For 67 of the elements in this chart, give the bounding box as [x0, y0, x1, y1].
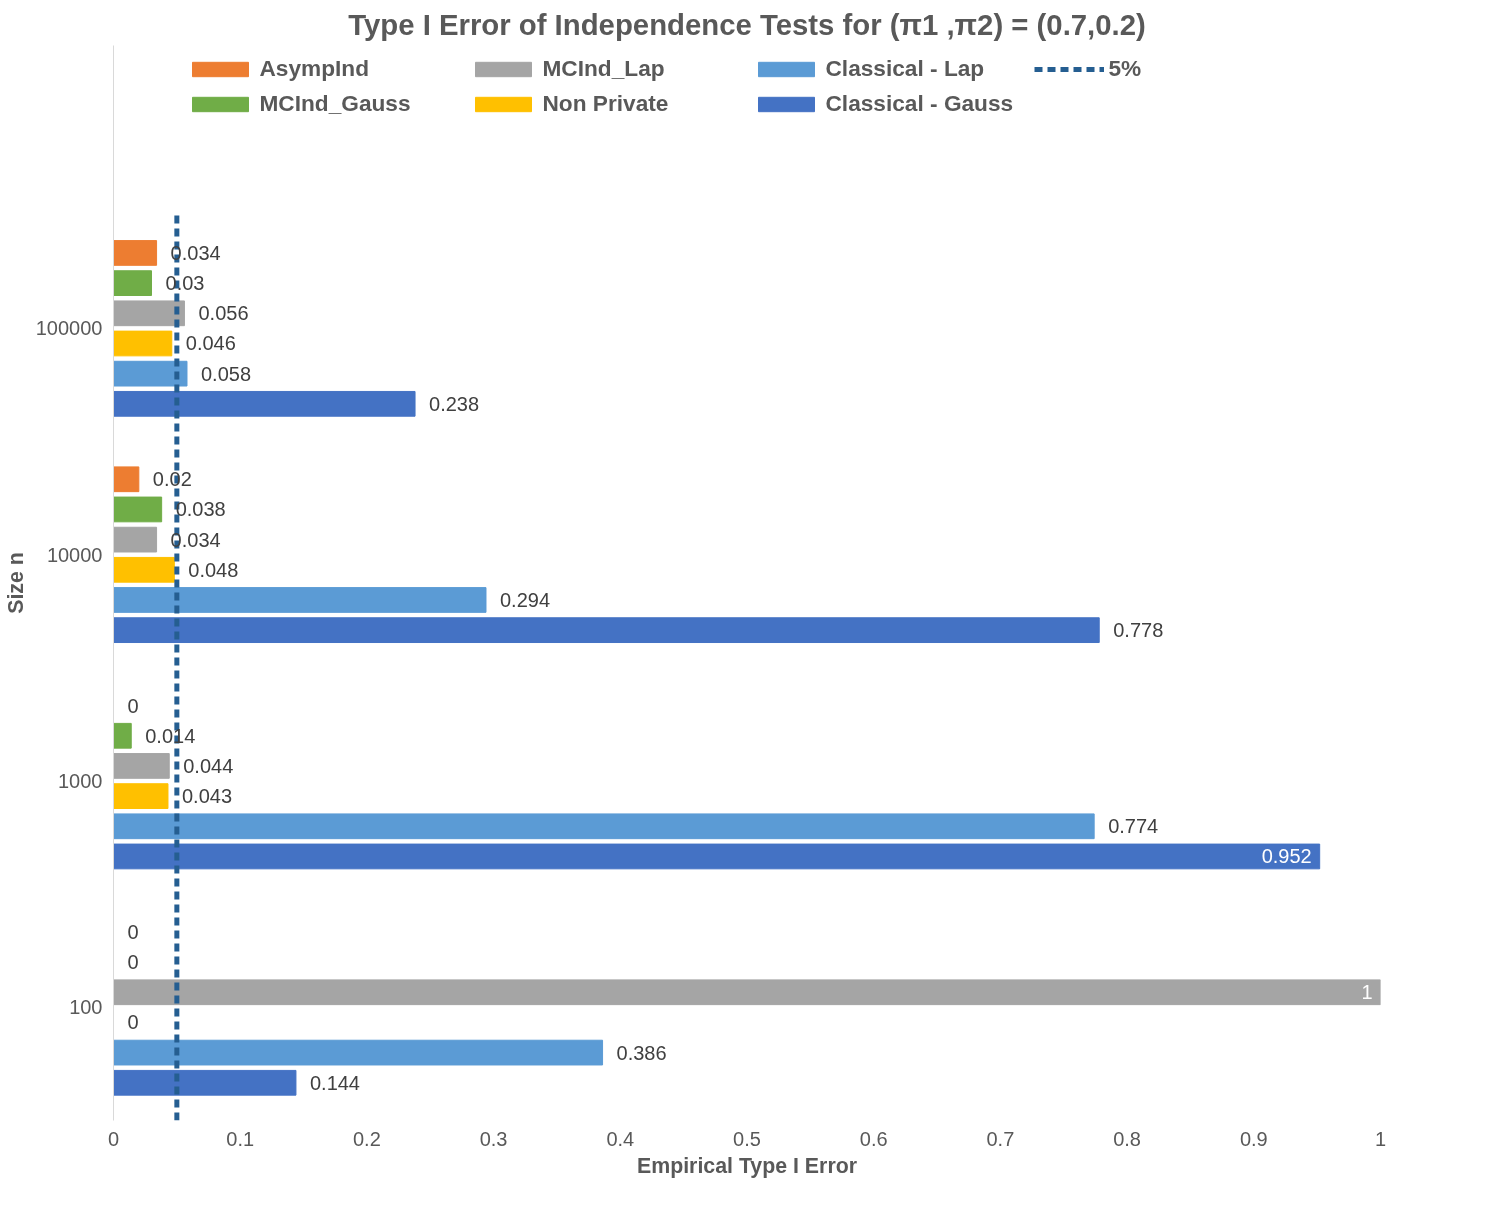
data-label: 0 — [127, 951, 139, 974]
data-label: 0 — [127, 694, 139, 717]
y-tick-label: 1000 — [58, 770, 103, 793]
x-axis-title: Empirical Type I Error — [636, 1153, 858, 1178]
bar — [113, 300, 185, 327]
data-label: 0.044 — [183, 754, 234, 777]
bar — [113, 330, 173, 357]
bar — [113, 843, 1321, 870]
bar — [113, 496, 163, 523]
bar — [113, 556, 175, 583]
data-label: 0.294 — [500, 588, 551, 611]
x-tick-label: 0.3 — [479, 1127, 508, 1150]
bar — [113, 390, 416, 417]
data-label: 0 — [127, 920, 139, 943]
bar — [113, 526, 158, 553]
bar — [113, 783, 169, 809]
bar — [113, 1069, 297, 1096]
x-tick-label: 0.9 — [1239, 1127, 1268, 1150]
data-label: 0 — [127, 1011, 139, 1034]
data-label: 0.386 — [616, 1041, 667, 1064]
legend-label: 5% — [1108, 55, 1143, 82]
x-tick-label: 0.8 — [1113, 1127, 1142, 1150]
data-label: 0.048 — [188, 558, 239, 581]
legend-label: MCInd_Lap — [542, 55, 666, 82]
bar — [113, 979, 1381, 1006]
legend-label: AsympInd — [259, 55, 371, 82]
x-tick-label: 0.1 — [226, 1127, 255, 1150]
data-label: 0.058 — [200, 362, 252, 385]
bar — [113, 813, 1095, 840]
data-label: 0.043 — [181, 785, 233, 808]
data-label: 0.014 — [145, 724, 196, 747]
x-tick-label: 1 — [1374, 1127, 1387, 1150]
bar — [113, 753, 170, 779]
bar — [113, 1039, 604, 1066]
data-label: 0.144 — [309, 1071, 361, 1094]
x-tick-label: 0 — [107, 1127, 120, 1150]
data-label: 0.034 — [170, 528, 221, 551]
chart-title: Type I Error of Independence Tests for (π1 ,π2) = (0.7,0.2) — [348, 7, 1146, 41]
y-tick-label: 100 — [69, 996, 103, 1019]
bar — [113, 617, 1100, 644]
data-label: 0.952 — [1261, 845, 1312, 868]
data-label: 0.038 — [175, 498, 226, 521]
y-axis-title: Size n — [3, 552, 28, 614]
data-label: 0.774 — [1108, 815, 1159, 838]
data-label: 1 — [1361, 981, 1373, 1004]
x-tick-label: 0.6 — [859, 1127, 888, 1150]
y-tick-label: 10000 — [46, 543, 103, 566]
bar — [113, 270, 153, 296]
bar — [113, 466, 140, 493]
legend-label: MCInd_Gauss — [259, 90, 412, 117]
x-tick-label: 0.5 — [733, 1127, 761, 1150]
data-label: 0.056 — [198, 302, 249, 325]
bar — [113, 587, 487, 613]
x-tick-label: 0.2 — [353, 1127, 381, 1150]
legend-label: Classical - Lap — [825, 55, 986, 82]
bar — [113, 722, 132, 749]
x-tick-label: 0.7 — [986, 1127, 1015, 1150]
data-label: 0.034 — [170, 241, 221, 264]
legend-label: Classical - Gauss — [825, 90, 1015, 117]
data-label: 0.778 — [1113, 619, 1164, 642]
bar — [113, 360, 188, 387]
legend-label: Non Private — [542, 90, 670, 117]
data-label: 0.238 — [429, 392, 480, 415]
x-tick-label: 0.4 — [606, 1127, 635, 1150]
y-tick-label: 100000 — [35, 317, 103, 340]
data-label: 0.046 — [185, 332, 236, 355]
bar — [113, 240, 158, 266]
